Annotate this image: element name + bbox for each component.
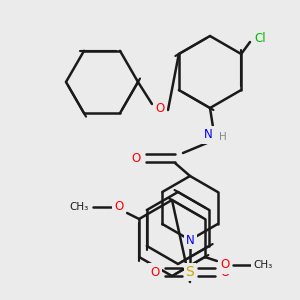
Text: Cl: Cl <box>254 32 266 44</box>
Text: H: H <box>219 132 227 142</box>
Text: CH₃: CH₃ <box>253 260 272 270</box>
Text: O: O <box>150 266 160 278</box>
Text: O: O <box>155 101 165 115</box>
Text: O: O <box>220 259 230 272</box>
Text: O: O <box>115 200 124 214</box>
Text: N: N <box>186 233 194 247</box>
Text: N: N <box>204 128 212 142</box>
Text: CH₃: CH₃ <box>70 202 89 212</box>
Text: O: O <box>220 266 230 278</box>
Text: O: O <box>131 152 141 164</box>
Text: S: S <box>186 265 194 279</box>
